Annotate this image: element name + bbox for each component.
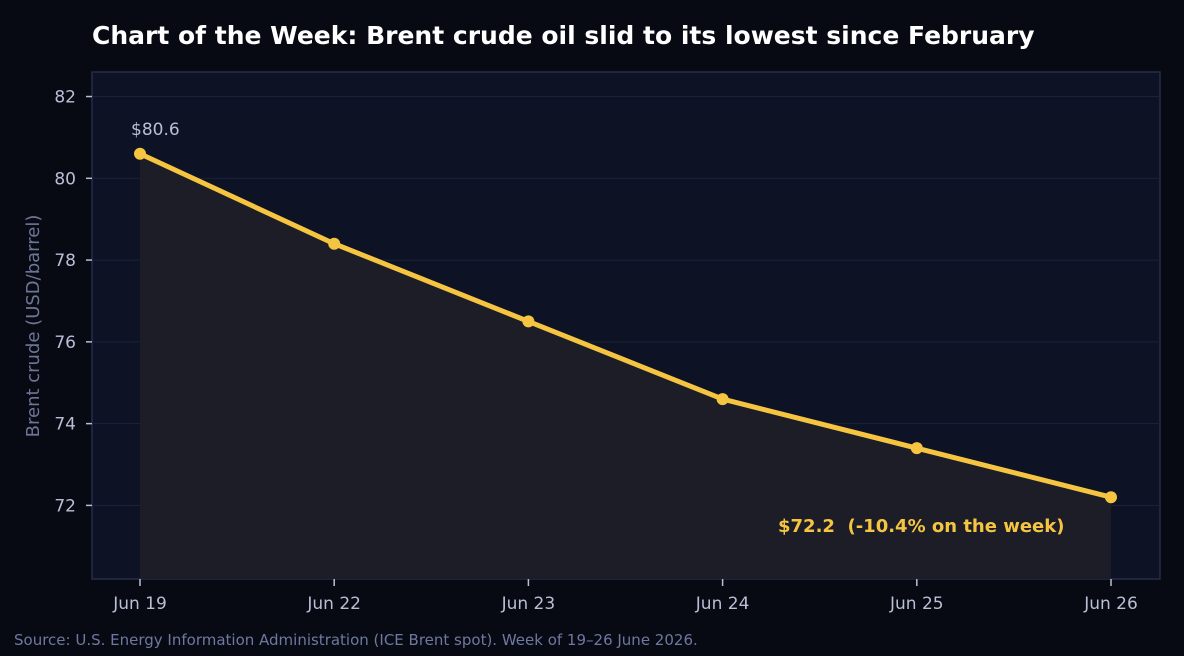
annotation-start: $80.6 [131, 120, 180, 140]
data-point [910, 442, 923, 455]
x-tick-label: Jun 25 [889, 594, 944, 614]
source-note: Source: U.S. Energy Information Administ… [14, 631, 698, 649]
x-tick-label: Jun 22 [306, 594, 361, 614]
y-axis: 72 74 76 78 80 82 [54, 88, 92, 516]
y-axis-label: Brent crude (USD/barrel) [23, 215, 44, 438]
y-tick-label: 82 [54, 88, 76, 108]
y-tick-label: 74 [54, 415, 76, 435]
x-tick-label: Jun 23 [501, 594, 556, 614]
x-tick-label: Jun 19 [112, 594, 167, 614]
data-point [716, 393, 729, 406]
data-point [522, 315, 535, 328]
chart-title: Chart of the Week: Brent crude oil slid … [92, 21, 1035, 50]
x-axis: Jun 19 Jun 22 Jun 23 Jun 24 Jun 25 Jun 26 [112, 579, 1138, 614]
annotation-end: $72.2 (-10.4% on the week) [778, 516, 1064, 537]
data-point [134, 147, 146, 160]
x-tick-label: Jun 24 [695, 594, 750, 614]
y-tick-label: 80 [54, 169, 76, 189]
x-tick-label: Jun 26 [1083, 594, 1138, 614]
area-fill [140, 153, 1111, 579]
data-points [134, 147, 1117, 504]
y-tick-label: 72 [54, 496, 76, 516]
y-tick-label: 76 [54, 333, 76, 353]
y-tick-label: 78 [54, 251, 76, 271]
series-line [137, 151, 1114, 500]
data-point [1105, 491, 1117, 504]
data-point [328, 237, 341, 250]
